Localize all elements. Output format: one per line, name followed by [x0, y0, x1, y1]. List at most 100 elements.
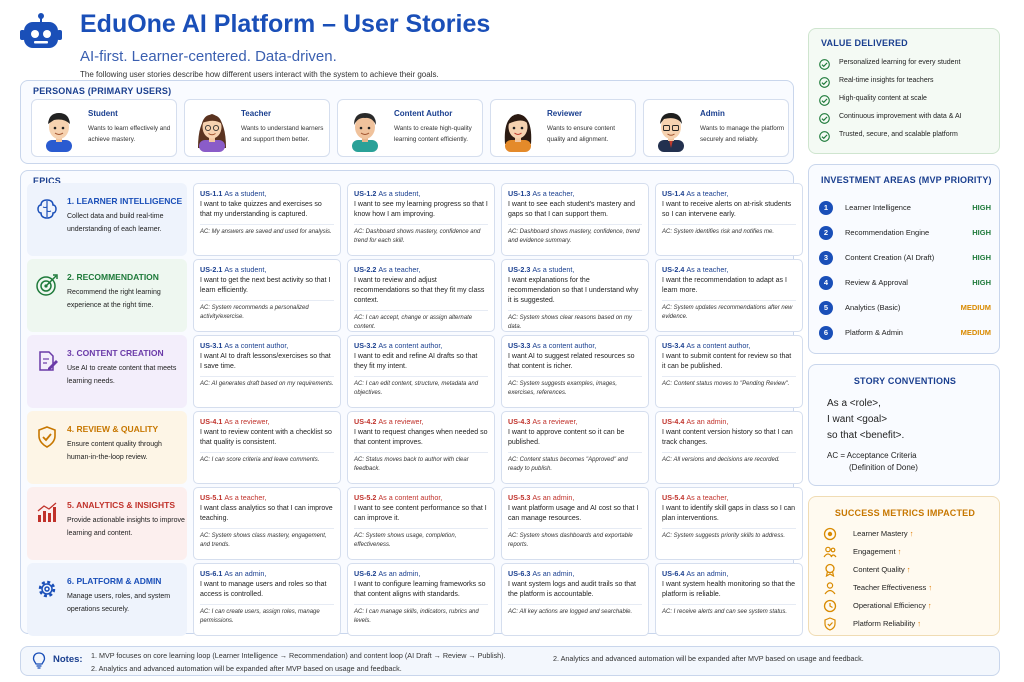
epic-info: 2. RECOMMENDATION Recommend the right le… — [27, 259, 187, 332]
priority-level: HIGH — [972, 228, 991, 237]
story-ac: AC: I can manage skills, indicators, rub… — [354, 604, 488, 626]
story-card: US-1.3 As a teacher, I want to see each s… — [501, 183, 649, 256]
metric-item: Teacher Effectiveness ↑ — [823, 581, 997, 595]
lightbulb-icon — [32, 652, 46, 669]
epic-desc: Provide actionable insights to improve l… — [67, 517, 185, 537]
convention-ac-sub: (Definition of Done) — [849, 463, 918, 472]
story-role: As a content author, — [224, 341, 289, 350]
metric-name: Content Quality — [853, 565, 905, 574]
story-ac: AC: System shows clear reasons based on … — [508, 310, 642, 332]
check-circle-icon — [819, 113, 830, 124]
convention-ac: AC = Acceptance Criteria — [827, 451, 917, 460]
story-id: US-4.4 — [662, 417, 685, 426]
story-role: As a teacher, — [224, 493, 267, 502]
note-item: 2. Analytics and advanced automation wil… — [553, 654, 864, 663]
story-want: I want class analytics so that I can imp… — [200, 505, 333, 522]
story-ac: AC: I can score criteria and leave comme… — [200, 452, 334, 465]
clock-icon — [823, 599, 837, 613]
story-role: As a reviewer, — [224, 417, 270, 426]
story-id: US-5.2 — [354, 493, 377, 502]
value-item: Personalized learning for every student — [819, 58, 997, 72]
persona-name: Admin — [700, 109, 725, 118]
persona-desc: Wants to ensure content quality and alig… — [547, 125, 616, 143]
metric-name: Learner Mastery — [853, 529, 908, 538]
epic-desc: Ensure content quality through human-in-… — [67, 441, 162, 461]
metric-name: Teacher Effectiveness — [853, 583, 927, 592]
story-id: US-6.4 — [662, 569, 685, 578]
investment-name: Content Creation (AI Draft) — [845, 253, 935, 262]
priority-number: 6 — [819, 326, 833, 340]
value-text: Continuous improvement with data & AI — [839, 113, 962, 120]
story-role: As a reviewer, — [378, 417, 424, 426]
conventions-panel: STORY CONVENTIONS As a <role>, I want <g… — [808, 364, 1000, 486]
persona-desc: Wants to manage the platform securely an… — [700, 125, 785, 143]
value-title: VALUE DELIVERED — [821, 38, 908, 48]
investment-item: 2 Recommendation Engine HIGH — [819, 226, 997, 242]
target-icon — [36, 274, 58, 296]
value-text: Personalized learning for every student — [839, 59, 961, 66]
metric-item: Content Quality ↑ — [823, 563, 997, 577]
story-id: US-6.1 — [200, 569, 223, 578]
epic-info: 6. PLATFORM & ADMIN Manage users, roles,… — [27, 563, 187, 636]
metric-item: Engagement ↑ — [823, 545, 997, 559]
story-id: US-6.2 — [354, 569, 377, 578]
investment-name: Learner Intelligence — [845, 203, 911, 212]
story-card: US-2.4 As a teacher, I want the recommend… — [655, 259, 803, 332]
epic-title: 5. ANALYTICS & INSIGHTS — [67, 500, 175, 510]
priority-number: 2 — [819, 226, 833, 240]
people-icon — [823, 546, 837, 558]
story-ac: AC: All versions and decisions are recor… — [662, 452, 796, 465]
edit-document-icon — [39, 351, 58, 371]
story-id: US-5.1 — [200, 493, 223, 502]
epic-row-platform-admin: 6. PLATFORM & ADMIN Manage users, roles,… — [27, 563, 803, 636]
story-want: I want to see my learning progress so th… — [354, 201, 488, 218]
story-want: I want to review content with a checklis… — [200, 429, 332, 446]
story-id: US-4.2 — [354, 417, 377, 426]
story-ac: AC: AI generates draft based on my requi… — [200, 376, 334, 389]
value-item: Continuous improvement with data & AI — [819, 112, 997, 126]
story-want: I want to see each student's mastery and… — [508, 201, 636, 218]
persona-card-admin: Admin Wants to manage the platform secur… — [643, 99, 789, 157]
personas-panel: PERSONAS (PRIMARY USERS) Student Wants t… — [20, 80, 794, 164]
arrow-up-icon: ↑ — [928, 583, 933, 592]
story-want: I want explanations for the recommendati… — [508, 277, 639, 304]
story-role: As an admin, — [224, 569, 267, 578]
persona-name: Content Author — [394, 109, 453, 118]
story-role: As a student, — [378, 189, 421, 198]
brain-icon — [37, 199, 57, 219]
gear-icon — [38, 580, 56, 598]
story-want: I want to get the next best activity so … — [200, 277, 331, 294]
epics-panel: EPICS 1. LEARNER INTELLIGENCE Collect da… — [20, 170, 803, 636]
epic-title: 1. LEARNER INTELLIGENCE — [67, 196, 183, 206]
story-role: As a teacher, — [686, 265, 729, 274]
epic-row-learner-intelligence: 1. LEARNER INTELLIGENCE Collect data and… — [27, 183, 803, 256]
story-id: US-5.4 — [662, 493, 685, 502]
shield-check-icon — [38, 426, 56, 448]
reviewer-avatar-icon — [504, 114, 532, 152]
priority-number: 4 — [819, 276, 833, 290]
story-role: As a reviewer, — [532, 417, 578, 426]
story-want: I want the recommendation to adapt as I … — [662, 277, 787, 294]
story-want: I want to review and adjust recommendati… — [354, 277, 485, 304]
story-card: US-3.4 As a content author, I want to sub… — [655, 335, 803, 408]
story-id: US-2.4 — [662, 265, 685, 274]
story-role: As an admin, — [532, 493, 575, 502]
admin-avatar-icon — [658, 113, 684, 152]
story-role: As an admin, — [686, 417, 729, 426]
check-circle-icon — [819, 95, 830, 106]
robot-logo-icon — [20, 13, 62, 48]
story-id: US-2.1 — [200, 265, 223, 274]
story-want: I want to see content performance so tha… — [354, 505, 487, 522]
mastery-icon — [823, 527, 837, 541]
story-role: As a content author, — [532, 341, 597, 350]
story-want: I want to configure learning frameworks … — [354, 581, 486, 598]
story-want: I want to edit and refine AI drafts so t… — [354, 353, 478, 370]
page-header: EduOne AI Platform – User Stories AI-fir… — [18, 8, 788, 79]
story-card: US-1.2 As a student, I want to see my lea… — [347, 183, 495, 256]
story-ac: AC: System suggests examples, images, ex… — [508, 376, 642, 398]
personas-title: PERSONAS (PRIMARY USERS) — [33, 86, 172, 96]
persona-card-content-author: Content Author Wants to create high-qual… — [337, 99, 483, 157]
story-ac: AC: Dashboard shows mastery, confidence … — [354, 224, 488, 246]
story-id: US-1.2 — [354, 189, 377, 198]
story-ac: AC: System recommends a personalized act… — [200, 300, 334, 322]
